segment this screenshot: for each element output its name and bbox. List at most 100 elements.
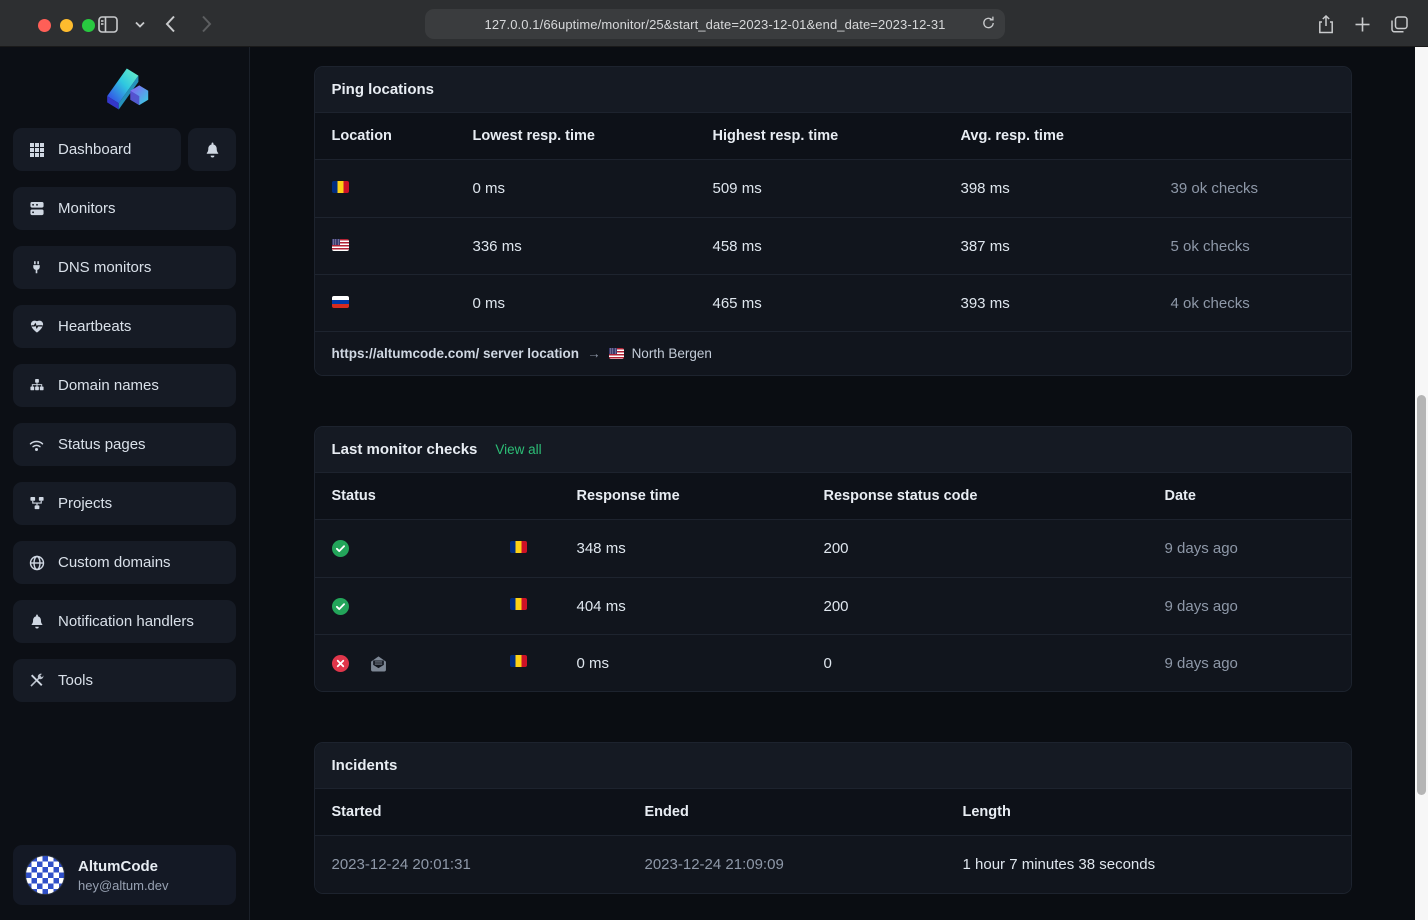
highest-resp-time: 465 ms bbox=[712, 294, 762, 312]
column-header: Response time bbox=[576, 488, 680, 504]
wifi-icon bbox=[28, 438, 45, 452]
sidebar-item-heartbeats[interactable]: Heartbeats bbox=[13, 305, 236, 348]
sidebar-item-label: Custom domains bbox=[58, 554, 171, 571]
notifications-button[interactable] bbox=[188, 128, 236, 171]
globe-icon bbox=[28, 555, 45, 571]
sidebar-item-label: Notification handlers bbox=[58, 613, 194, 630]
highest-resp-time: 458 ms bbox=[712, 237, 762, 255]
sidebar-nav: Dashboard Monitors bbox=[0, 128, 249, 702]
main-content: Ping locations Location Lowest resp. tim… bbox=[250, 47, 1415, 920]
sidebar-item-tools[interactable]: Tools bbox=[13, 659, 236, 702]
romania-flag-icon bbox=[509, 540, 527, 553]
last-monitor-checks-card: Last monitor checks View all Status Resp… bbox=[313, 426, 1352, 692]
server-location-note: https://altumcode.com/ server location →… bbox=[314, 331, 1351, 375]
incident-length: 1 hour 7 minutes 38 seconds bbox=[962, 856, 1156, 873]
sidebar-item-label: Projects bbox=[58, 495, 113, 512]
response-time: 404 ms bbox=[576, 597, 626, 615]
sidebar-item-custom-domains[interactable]: Custom domains bbox=[13, 541, 236, 584]
grid-icon bbox=[28, 142, 45, 158]
url-text: 127.0.0.1/66uptime/monitor/25&start_date… bbox=[484, 16, 946, 32]
sidebar-item-domain-names[interactable]: Domain names bbox=[13, 364, 236, 407]
check-date: 9 days ago bbox=[1164, 540, 1238, 557]
column-header: Avg. resp. time bbox=[960, 128, 1064, 144]
chevron-down-icon[interactable] bbox=[126, 10, 154, 38]
romania-flag-icon bbox=[509, 655, 527, 667]
card-title: Ping locations bbox=[331, 81, 435, 98]
highest-resp-time: 509 ms bbox=[712, 180, 762, 197]
sidebar-item-label: Tools bbox=[58, 672, 94, 689]
status-down-icon bbox=[331, 654, 349, 672]
table-row: 0 ms 0 9 days ago bbox=[314, 634, 1351, 691]
column-header: Location bbox=[331, 128, 392, 144]
lowest-resp-time: 336 ms bbox=[472, 237, 522, 255]
status-up-icon bbox=[331, 597, 349, 615]
incident-started: 2023-12-24 20:01:31 bbox=[331, 856, 471, 873]
ok-checks: 39 ok checks bbox=[1170, 180, 1259, 197]
column-header: Ended bbox=[644, 804, 689, 820]
address-bar[interactable]: 127.0.0.1/66uptime/monitor/25&start_date… bbox=[425, 9, 1005, 39]
plug-icon bbox=[28, 260, 45, 275]
server-icon bbox=[28, 201, 45, 216]
scrollbar-thumb[interactable] bbox=[1417, 395, 1426, 795]
scrollbar-track[interactable] bbox=[1415, 47, 1428, 920]
sidebar-item-label: Domain names bbox=[58, 377, 159, 394]
table-row: 336 ms 458 ms 387 ms 5 ok checks bbox=[314, 217, 1351, 274]
bell-icon bbox=[204, 142, 221, 158]
column-header: Date bbox=[1164, 488, 1196, 504]
romania-flag-icon bbox=[509, 598, 527, 610]
lowest-resp-time: 0 ms bbox=[472, 294, 506, 312]
column-header: Length bbox=[962, 804, 1011, 820]
response-time: 348 ms bbox=[576, 540, 626, 557]
table-row: 348 ms 200 9 days ago bbox=[314, 520, 1351, 577]
user-menu[interactable]: AltumCode hey@altum.dev bbox=[13, 845, 236, 905]
bell-icon bbox=[28, 614, 45, 629]
sidebar-item-label: Heartbeats bbox=[58, 318, 132, 335]
share-icon[interactable] bbox=[1312, 10, 1340, 38]
window-minimize-button[interactable] bbox=[60, 19, 73, 32]
sidebar-item-dns-monitors[interactable]: DNS monitors bbox=[13, 246, 236, 289]
sidebar-item-notification-handlers[interactable]: Notification handlers bbox=[13, 600, 236, 643]
sidebar-toggle-icon[interactable] bbox=[94, 10, 122, 38]
card-title: Last monitor checks bbox=[331, 441, 478, 458]
sitemap-icon bbox=[28, 378, 45, 393]
avg-resp-time: 393 ms bbox=[960, 294, 1010, 312]
table-row: 0 ms 465 ms 393 ms 4 ok checks bbox=[314, 274, 1351, 331]
table-header-row: Location Lowest resp. time Highest resp.… bbox=[314, 112, 1351, 160]
column-header: Response status code bbox=[823, 488, 978, 504]
sidebar: Dashboard Monitors bbox=[0, 47, 250, 920]
card-title: Incidents bbox=[331, 757, 398, 774]
sidebar-item-label: DNS monitors bbox=[58, 259, 152, 276]
table-header-row: Status Response time Response status cod… bbox=[314, 472, 1351, 520]
response-status-code: 200 bbox=[823, 597, 849, 615]
new-tab-icon[interactable] bbox=[1348, 10, 1376, 38]
table-row: 0 ms 509 ms 398 ms 39 ok checks bbox=[314, 160, 1351, 217]
sidebar-item-dashboard[interactable]: Dashboard bbox=[13, 128, 181, 171]
sidebar-item-status-pages[interactable]: Status pages bbox=[13, 423, 236, 466]
user-name: AltumCode bbox=[78, 857, 158, 875]
forward-button[interactable] bbox=[192, 10, 220, 38]
column-header: Started bbox=[331, 804, 382, 820]
window-zoom-button[interactable] bbox=[82, 19, 95, 32]
column-header: Status bbox=[331, 488, 376, 504]
app-window: Dashboard Monitors bbox=[0, 47, 1415, 920]
lowest-resp-time: 0 ms bbox=[472, 180, 506, 197]
window-close-button[interactable] bbox=[38, 19, 51, 32]
avatar bbox=[25, 855, 65, 895]
sidebar-item-label: Status pages bbox=[58, 436, 146, 453]
response-status-code: 0 bbox=[823, 654, 832, 672]
sidebar-item-projects[interactable]: Projects bbox=[13, 482, 236, 525]
ok-checks: 4 ok checks bbox=[1170, 294, 1250, 312]
ok-checks: 5 ok checks bbox=[1170, 237, 1250, 255]
app-logo[interactable] bbox=[0, 47, 249, 128]
check-date: 9 days ago bbox=[1164, 654, 1238, 672]
reload-icon[interactable] bbox=[981, 15, 996, 36]
notification-sent-envelope-icon bbox=[370, 655, 386, 671]
incidents-card: Incidents Started Ended Length 2023-12-2… bbox=[313, 742, 1352, 894]
user-email: hey@altum.dev bbox=[78, 877, 169, 893]
tab-overview-icon[interactable] bbox=[1385, 10, 1413, 38]
response-time: 0 ms bbox=[576, 654, 610, 672]
sidebar-item-monitors[interactable]: Monitors bbox=[13, 187, 236, 230]
tools-icon bbox=[28, 673, 45, 688]
back-button[interactable] bbox=[156, 10, 184, 38]
view-all-link[interactable]: View all bbox=[495, 442, 542, 457]
